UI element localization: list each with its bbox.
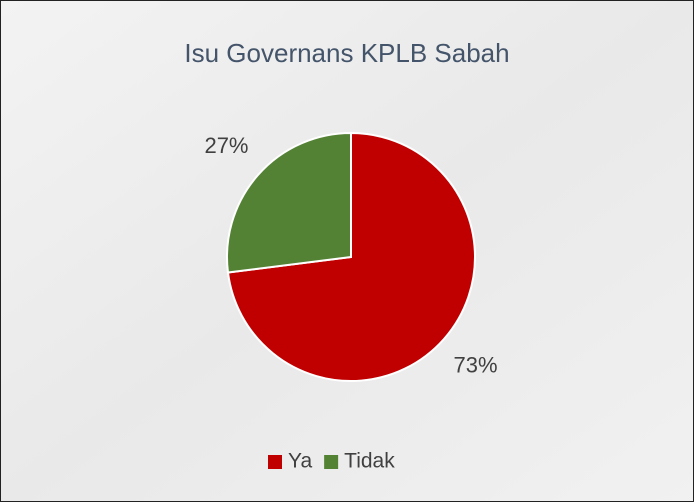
data-label: 73% <box>453 353 497 378</box>
legend-label: Ya <box>288 450 312 473</box>
legend-swatch <box>268 455 282 469</box>
legend-swatch <box>324 455 339 469</box>
data-label: 27% <box>204 133 248 158</box>
pie-slice <box>226 131 352 274</box>
chart-title: Isu Governans KPLB Sabah <box>184 38 509 68</box>
legend-label: Tidak <box>344 450 395 473</box>
